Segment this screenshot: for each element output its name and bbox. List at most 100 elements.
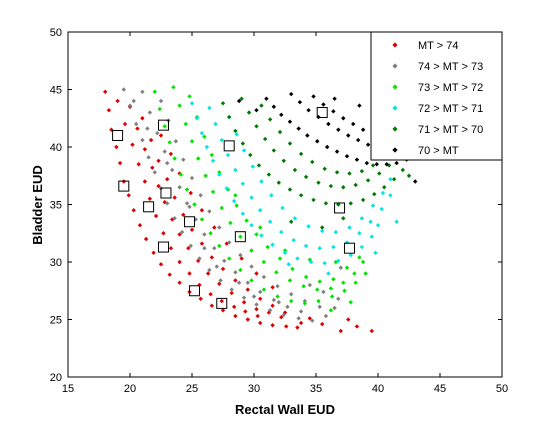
data-point xyxy=(285,304,290,310)
data-point xyxy=(357,231,362,236)
data-point xyxy=(316,180,321,185)
data-point xyxy=(143,236,149,242)
data-point xyxy=(188,190,193,196)
highlighted-point-marker xyxy=(160,187,172,199)
data-point xyxy=(302,301,308,306)
data-point xyxy=(287,187,293,192)
data-point xyxy=(333,229,339,235)
data-point xyxy=(117,160,123,166)
data-point xyxy=(205,271,211,276)
data-point xyxy=(270,242,275,247)
data-point xyxy=(287,141,293,146)
legend-label: 71 > MT > 70 xyxy=(418,124,483,136)
y-tick-label: 25 xyxy=(50,315,62,327)
data-point xyxy=(377,171,382,176)
data-point xyxy=(277,256,283,261)
data-point xyxy=(254,306,259,312)
data-point xyxy=(222,258,227,264)
data-point xyxy=(289,219,294,224)
y-tick-label: 30 xyxy=(50,257,62,269)
data-point xyxy=(346,133,351,138)
data-point xyxy=(365,142,371,147)
data-point xyxy=(394,219,399,224)
data-point xyxy=(188,243,193,249)
data-point xyxy=(357,255,362,260)
data-point xyxy=(142,147,148,152)
legend-box xyxy=(370,31,503,161)
highlight-layer xyxy=(112,107,355,309)
data-point xyxy=(298,151,304,157)
data-point xyxy=(264,96,269,101)
data-point xyxy=(220,101,226,106)
highlighted-point-marker xyxy=(334,202,346,214)
highlighted-point-marker xyxy=(343,242,355,254)
data-point xyxy=(354,324,360,329)
data-point xyxy=(233,270,238,275)
data-point xyxy=(279,229,284,235)
data-point xyxy=(239,96,244,101)
data-point xyxy=(199,208,205,213)
data-point xyxy=(208,292,213,297)
data-point xyxy=(240,181,246,186)
data-point xyxy=(259,233,264,238)
data-point xyxy=(320,321,325,327)
data-point xyxy=(326,121,331,127)
data-point xyxy=(328,308,334,313)
data-point xyxy=(239,256,244,261)
data-point xyxy=(311,94,316,99)
data-point xyxy=(254,302,259,307)
data-point xyxy=(287,278,293,283)
data-point xyxy=(265,244,270,250)
data-point xyxy=(217,170,222,175)
data-point xyxy=(231,304,237,310)
data-point xyxy=(347,225,352,230)
data-point xyxy=(298,320,304,326)
data-point xyxy=(287,119,293,124)
data-point xyxy=(249,195,254,200)
data-point xyxy=(328,183,334,189)
data-point xyxy=(332,305,337,311)
data-point xyxy=(158,262,164,267)
data-point xyxy=(231,198,237,204)
y-tick-label: 45 xyxy=(50,85,62,97)
data-point xyxy=(241,148,247,153)
data-point xyxy=(341,185,346,190)
data-point xyxy=(245,280,250,285)
data-point xyxy=(184,187,190,192)
data-point xyxy=(209,255,215,260)
data-point xyxy=(394,160,399,166)
data-point xyxy=(292,216,298,221)
data-point xyxy=(341,116,346,121)
data-point xyxy=(289,91,294,97)
data-point xyxy=(187,94,192,99)
data-point xyxy=(307,316,312,321)
data-point xyxy=(156,183,161,189)
data-point xyxy=(135,126,140,131)
data-point xyxy=(187,204,192,209)
data-point xyxy=(229,290,234,296)
data-point xyxy=(220,266,226,272)
legend-label: 73 > MT > 72 xyxy=(418,82,483,94)
data-point xyxy=(254,108,259,113)
data-point xyxy=(189,227,195,232)
data-point xyxy=(391,177,397,182)
legend-label: 70 > MT xyxy=(418,145,459,157)
data-point xyxy=(229,287,234,292)
data-point xyxy=(156,158,161,163)
data-point xyxy=(131,208,136,213)
data-point xyxy=(172,195,177,200)
data-point xyxy=(227,114,232,120)
data-point xyxy=(148,137,154,143)
data-point xyxy=(207,267,212,273)
data-point xyxy=(115,98,120,104)
data-point xyxy=(357,103,362,108)
data-point xyxy=(210,158,216,163)
data-point xyxy=(316,298,321,304)
data-point xyxy=(274,270,279,275)
legend-label: 74 > MT > 73 xyxy=(418,61,483,73)
data-point xyxy=(406,173,412,178)
data-point xyxy=(380,190,386,196)
data-point xyxy=(258,296,263,301)
data-point xyxy=(233,167,238,173)
data-point xyxy=(296,126,301,131)
